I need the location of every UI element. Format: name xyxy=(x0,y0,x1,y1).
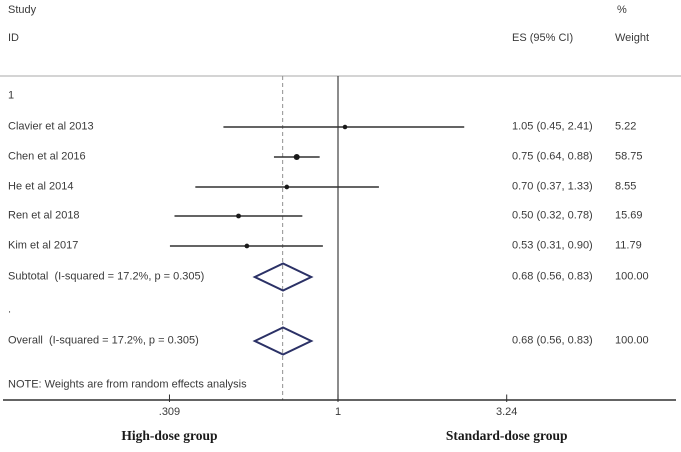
column-header-id: ID xyxy=(8,32,19,44)
x-axis-label-left: High-dose group xyxy=(121,428,218,443)
column-header-es: ES (95% CI) xyxy=(512,32,574,44)
x-axis-label-right: Standard-dose group xyxy=(445,428,568,443)
overall-weight-value: 100.00 xyxy=(615,334,649,347)
effect-size-marker xyxy=(293,153,300,161)
subtotal-es-value: 0.68 (0.56, 0.83) xyxy=(512,270,593,283)
study-weight-value: 58.75 xyxy=(615,150,643,163)
study-label: Chen et al 2016 xyxy=(8,150,86,163)
study-label: Kim et al 2017 xyxy=(8,239,79,252)
study-weight-value: 15.69 xyxy=(615,209,643,222)
effect-size-marker xyxy=(236,213,241,219)
effect-size-marker xyxy=(244,243,250,249)
study-weight-value: 8.55 xyxy=(615,180,637,193)
overall-label: Overall (I-squared = 17.2%, p = 0.305) xyxy=(8,334,199,347)
study-label: Ren et al 2018 xyxy=(8,209,80,222)
study-es-value: 0.53 (0.31, 0.90) xyxy=(512,239,593,252)
x-axis-tick-label: 3.24 xyxy=(495,406,518,418)
x-axis-tick-label: .309 xyxy=(158,406,181,418)
study-weight-value: 11.79 xyxy=(615,239,642,252)
study-weight-value: 5.22 xyxy=(615,120,637,133)
study-es-value: 1.05 (0.45, 2.41) xyxy=(512,120,593,133)
subtotal-label: Subtotal (I-squared = 17.2%, p = 0.305) xyxy=(8,270,205,283)
column-header-study: Study xyxy=(8,4,37,16)
x-axis-tick-label: 1 xyxy=(334,406,342,418)
subgroup-label: 1 xyxy=(8,89,15,102)
separator-dot: . xyxy=(8,303,12,316)
effect-size-marker xyxy=(342,124,348,130)
study-label: Clavier et al 2013 xyxy=(8,120,94,133)
overall-diamond xyxy=(252,326,314,356)
column-header-percent: % xyxy=(617,4,627,16)
study-es-value: 0.50 (0.32, 0.78) xyxy=(512,209,593,222)
study-es-value: 0.75 (0.64, 0.88) xyxy=(512,150,593,163)
subtotal-weight-value: 100.00 xyxy=(615,270,649,283)
effect-size-marker xyxy=(284,184,290,190)
subtotal-diamond xyxy=(252,262,314,292)
overall-es-value: 0.68 (0.56, 0.83) xyxy=(512,334,593,347)
study-label: He et al 2014 xyxy=(8,180,74,193)
column-header-weight: Weight xyxy=(615,32,650,44)
study-es-value: 0.70 (0.37, 1.33) xyxy=(512,180,593,193)
note-text: NOTE: Weights are from random effects an… xyxy=(8,378,247,391)
